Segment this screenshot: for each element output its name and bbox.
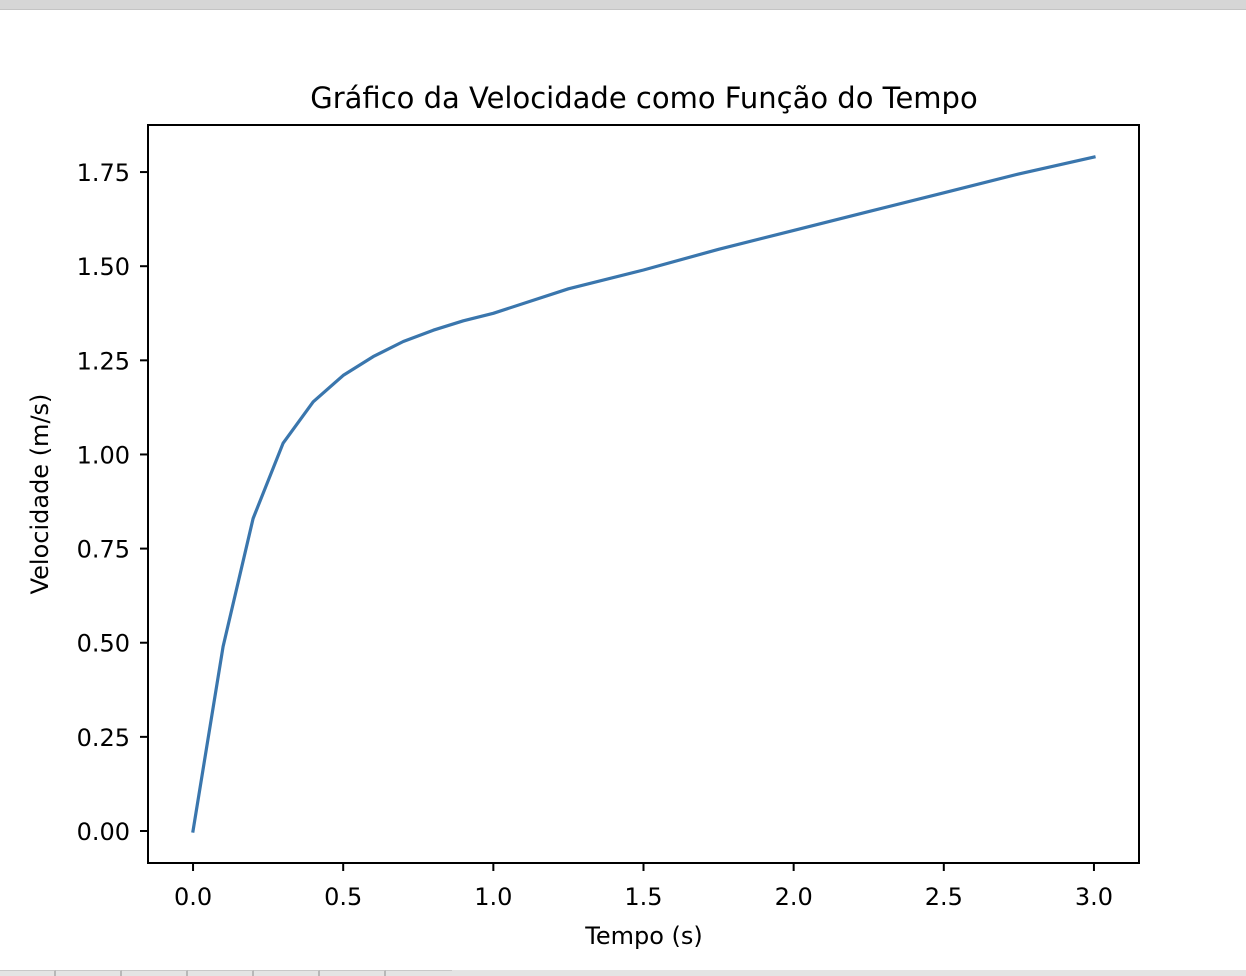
y-tick-label: 1.75 xyxy=(77,159,130,187)
taskbar-segment xyxy=(0,970,56,976)
y-tick-label: 0.25 xyxy=(77,724,130,752)
taskbar-segment xyxy=(188,970,254,976)
x-tick-label: 2.5 xyxy=(925,883,963,911)
axes-frame xyxy=(147,124,1140,864)
x-axis-label: Tempo (s) xyxy=(584,922,703,950)
taskbar-segment xyxy=(320,970,386,976)
taskbar-segment xyxy=(56,970,122,976)
window-bottom-strip xyxy=(0,970,1246,976)
taskbar-segment xyxy=(254,970,320,976)
y-tick-label: 0.50 xyxy=(77,630,130,658)
x-tick-label: 0.5 xyxy=(324,883,362,911)
y-tick-label: 0.00 xyxy=(77,818,130,846)
chart-title: Gráfico da Velocidade como Função do Tem… xyxy=(310,81,977,115)
y-tick-label: 1.25 xyxy=(77,347,130,375)
x-tick-label: 0.0 xyxy=(174,883,212,911)
x-tick-label: 1.5 xyxy=(624,883,662,911)
taskbar-segment xyxy=(386,970,452,976)
x-tick-label: 1.0 xyxy=(474,883,512,911)
y-tick-label: 1.00 xyxy=(77,441,130,469)
series-line xyxy=(191,155,1096,833)
y-axis-label: Velocidade (m/s) xyxy=(26,394,54,595)
y-tick-label: 0.75 xyxy=(77,536,130,564)
x-tick-label: 3.0 xyxy=(1075,883,1113,911)
window-top-strip xyxy=(0,0,1246,10)
taskbar-segment xyxy=(122,970,188,976)
x-tick-label: 2.0 xyxy=(775,883,813,911)
y-tick-label: 1.50 xyxy=(77,253,130,281)
